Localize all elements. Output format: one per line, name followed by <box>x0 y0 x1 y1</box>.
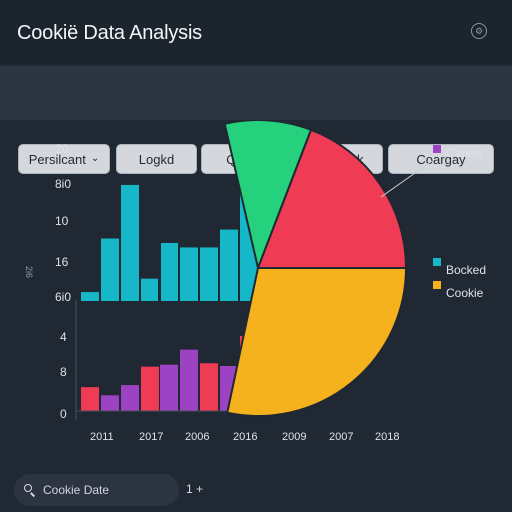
top-bar <box>180 247 198 301</box>
top-bar <box>81 292 99 301</box>
top-bar <box>101 238 119 301</box>
settings-icon[interactable]: ⚙ <box>471 23 487 39</box>
y-tick-label: 16 <box>55 255 69 269</box>
bottom-bar <box>240 336 258 411</box>
top-bar <box>141 278 158 301</box>
x-tick-label: 2017 <box>139 431 163 443</box>
axis-side-label: 2i6 <box>24 266 34 278</box>
app-title: Cookië Data Analysis <box>17 22 202 44</box>
top-bar <box>121 184 139 301</box>
app-header: Cookië Data Analysis ⚙ <box>0 0 512 64</box>
bottom-bar <box>259 356 277 411</box>
y-tick-label: 8i0 <box>55 177 71 191</box>
toolbar: Persilcant ⌄ Logkd Query Progrock Coarga… <box>0 66 512 174</box>
tab-progrock[interactable]: Progrock <box>292 144 383 174</box>
tab-coargay[interactable]: Coargay <box>388 144 494 174</box>
tab-logkd[interactable]: Logkd <box>116 144 197 174</box>
legend-swatch <box>433 258 441 266</box>
legend-swatch <box>433 281 441 289</box>
tab-query[interactable]: Query <box>201 144 287 174</box>
tab-persilcant[interactable]: Persilcant ⌄ <box>18 144 110 174</box>
tab-label: Query <box>226 151 262 167</box>
top-bar <box>220 229 238 301</box>
bottom-bar <box>81 387 99 411</box>
search-box[interactable] <box>14 474 179 506</box>
y-tick-label: 6i0 <box>55 290 71 304</box>
y-tick-label: 8 <box>60 365 67 379</box>
search-icon <box>24 484 36 497</box>
legend-label: Bocked <box>446 263 486 277</box>
x-tick-label: 2011 <box>90 431 114 443</box>
top-bar <box>200 247 218 301</box>
top-bar <box>161 242 178 301</box>
x-tick-label: 2006 <box>185 431 209 443</box>
top-bar <box>240 184 258 301</box>
pager-indicator[interactable]: 1 + <box>186 482 204 496</box>
bottom-bar <box>180 349 198 411</box>
search-lens <box>24 484 32 492</box>
y-tick-label: 0 <box>60 407 67 421</box>
tab-label: Coargay <box>416 151 466 167</box>
search-input[interactable] <box>43 483 163 497</box>
chevron-down-icon: ⌄ <box>90 153 100 164</box>
bottom-bar <box>200 363 218 411</box>
tab-label: Logkd <box>138 151 175 167</box>
bottom-bar <box>160 364 178 411</box>
y-tick-label: 4 <box>60 330 67 344</box>
bottom-bar <box>121 385 139 411</box>
x-tick-label: 2018 <box>375 431 399 443</box>
x-tick-label: 2007 <box>329 431 353 443</box>
pie-slice <box>226 267 408 417</box>
search-handle <box>30 492 36 497</box>
pie-slice <box>223 120 313 272</box>
y-tick-label: 10 <box>55 214 69 228</box>
x-tick-label: 2016 <box>233 431 257 443</box>
bottom-bar <box>220 366 238 411</box>
legend-label: Cookie <box>446 286 484 300</box>
x-tick-label: 2009 <box>282 431 306 443</box>
bottom-bar <box>101 395 119 411</box>
bottom-bar <box>141 366 159 411</box>
tab-label: Persilcant <box>28 151 86 167</box>
tab-label: Progrock <box>311 151 364 167</box>
